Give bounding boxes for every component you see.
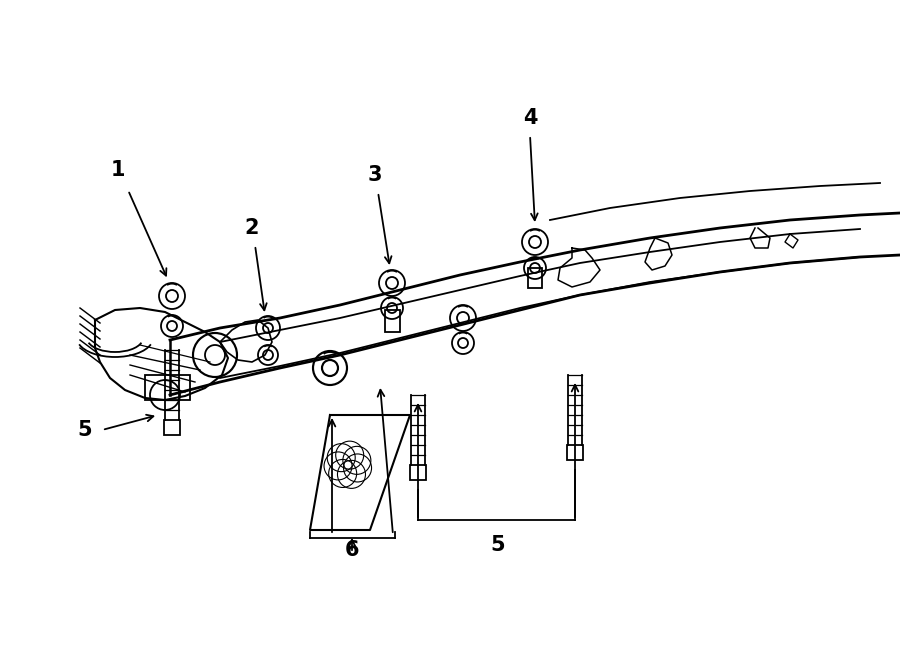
Bar — [145, 375, 190, 400]
Text: 1: 1 — [111, 160, 125, 180]
Text: 5: 5 — [77, 420, 93, 440]
Text: 3: 3 — [368, 165, 382, 185]
Bar — [164, 420, 180, 435]
Text: 2: 2 — [245, 218, 259, 238]
Bar — [410, 465, 427, 480]
Bar — [528, 268, 542, 288]
Text: 5: 5 — [491, 535, 505, 555]
Bar — [567, 444, 583, 460]
Bar — [385, 310, 400, 332]
Text: 4: 4 — [523, 108, 537, 128]
Text: 6: 6 — [345, 540, 359, 560]
